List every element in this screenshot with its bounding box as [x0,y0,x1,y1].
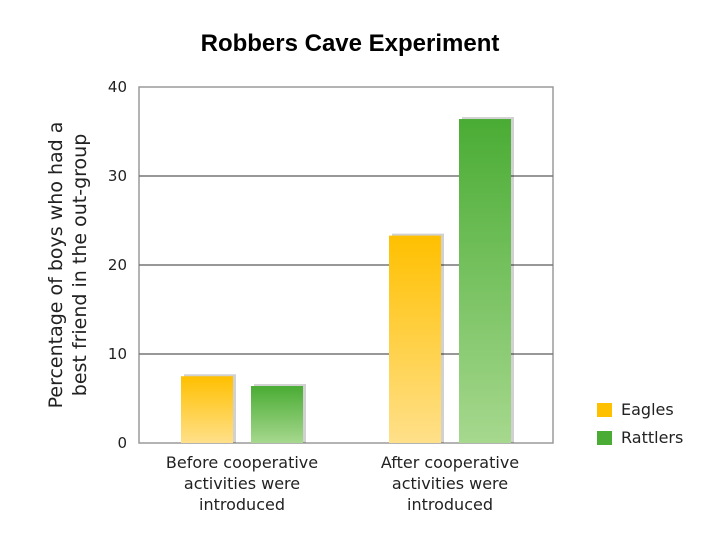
bar-rattlers-1 [251,386,303,443]
x-category-label: introduced [407,495,493,514]
y-tick-label: 10 [108,345,127,363]
bar-eagles-2 [389,235,441,443]
legend-label-eagles: Eagles [621,400,674,419]
x-category-label: activities were [392,474,508,493]
x-category-label: activities were [184,474,300,493]
x-category-label: introduced [199,495,285,514]
x-category-label: After cooperative [381,453,519,472]
y-axis-label: best friend in the out-group [69,134,91,396]
y-tick-label: 20 [108,256,127,274]
y-tick-label: 30 [108,167,127,185]
legend-swatch-rattlers [597,431,612,445]
y-tick-label: 0 [117,434,127,452]
y-tick-label: 40 [108,78,127,96]
bar-eagles-1 [181,376,233,443]
y-axis-label: Percentage of boys who had a [45,122,67,409]
bar-rattlers-2 [459,119,511,443]
x-category-label: Before cooperative [166,453,318,472]
chart-title: Robbers Cave Experiment [200,30,500,57]
legend-swatch-eagles [597,403,612,417]
legend-label-rattlers: Rattlers [621,428,683,447]
